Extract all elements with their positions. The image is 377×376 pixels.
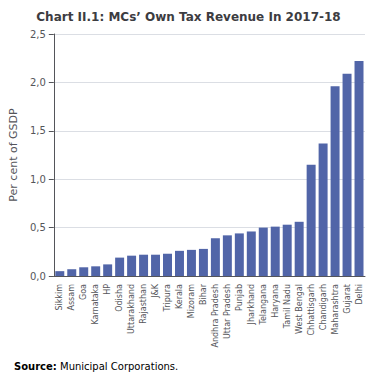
svg-text:Andhra Pradesh: Andhra Pradesh: [211, 284, 220, 348]
svg-text:Gujarat: Gujarat: [343, 284, 352, 314]
svg-text:0,5: 0,5: [30, 222, 46, 233]
svg-text:Haryana: Haryana: [271, 284, 280, 318]
svg-text:1,5: 1,5: [30, 125, 46, 136]
svg-text:Uttarakhand: Uttarakhand: [127, 284, 136, 334]
svg-text:HP: HP: [103, 284, 112, 295]
svg-text:Jharkhand: Jharkhand: [247, 284, 256, 325]
svg-text:2,0: 2,0: [30, 77, 46, 88]
svg-text:Odisha: Odisha: [115, 284, 124, 312]
svg-text:Rajasthan: Rajasthan: [139, 284, 148, 324]
svg-text:Tripura: Tripura: [163, 284, 172, 313]
svg-text:Per cent of GSDP: Per cent of GSDP: [7, 108, 20, 202]
svg-text:Goa: Goa: [79, 284, 88, 300]
svg-text:Chandigarh: Chandigarh: [319, 284, 328, 330]
svg-text:Source:: Source:: [14, 361, 57, 372]
svg-text:Maharashtra: Maharashtra: [331, 284, 340, 335]
svg-text:Telangana: Telangana: [259, 284, 268, 326]
svg-text:Chart II.1: MCs’ Own Tax Reven: Chart II.1: MCs’ Own Tax Revenue In 2017…: [36, 10, 340, 24]
svg-text:1,0: 1,0: [30, 174, 46, 185]
svg-text:Municipal Corporations.: Municipal Corporations.: [60, 361, 178, 372]
svg-text:Punjab: Punjab: [235, 284, 244, 311]
svg-text:Kerala: Kerala: [175, 284, 184, 309]
svg-text:2,5: 2,5: [30, 29, 46, 40]
svg-text:West Bengal: West Bengal: [295, 284, 304, 334]
svg-text:Chhattisgarh: Chhattisgarh: [307, 284, 316, 336]
svg-text:Uttar Pradesh: Uttar Pradesh: [223, 284, 232, 339]
svg-text:Assam: Assam: [67, 284, 76, 311]
svg-text:0,0: 0,0: [30, 271, 46, 282]
svg-text:Karnataka: Karnataka: [91, 284, 100, 325]
svg-text:Mizoram: Mizoram: [187, 284, 196, 318]
svg-text:Delhi: Delhi: [355, 284, 364, 305]
svg-text:Sikkim: Sikkim: [55, 284, 64, 311]
svg-text:Bihar: Bihar: [199, 283, 208, 305]
svg-text:J&K: J&K: [151, 283, 160, 299]
svg-text:Tamil Nadu: Tamil Nadu: [283, 284, 292, 329]
